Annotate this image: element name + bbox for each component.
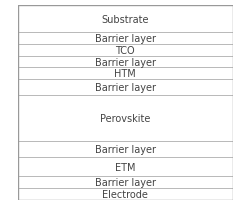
Bar [18, 68, 233, 80]
Text: Substrate: Substrate [101, 15, 149, 25]
Text: TCO: TCO [115, 46, 135, 56]
Text: Barrier layer: Barrier layer [94, 57, 156, 67]
Bar [18, 177, 233, 188]
Text: HTM: HTM [114, 69, 136, 79]
Bar [18, 157, 233, 177]
Text: Barrier layer: Barrier layer [94, 34, 156, 44]
Bar [18, 45, 233, 56]
Bar [18, 80, 233, 95]
Bar [18, 6, 233, 33]
Text: Electrode: Electrode [102, 189, 148, 199]
Bar [18, 33, 233, 45]
Text: ETM: ETM [115, 162, 135, 172]
Text: Barrier layer: Barrier layer [94, 177, 156, 187]
Text: Barrier layer: Barrier layer [94, 144, 156, 154]
Bar [18, 188, 233, 200]
Text: Barrier layer: Barrier layer [94, 83, 156, 92]
Text: Perovskite: Perovskite [100, 114, 150, 123]
Bar [18, 56, 233, 68]
Bar [18, 95, 233, 142]
Bar [18, 142, 233, 157]
